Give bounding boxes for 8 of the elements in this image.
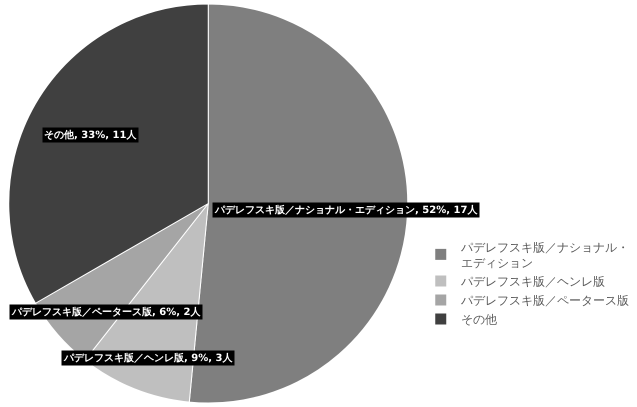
data-label: その他, 33%, 11人 (44, 129, 138, 141)
legend-label: パデレフスキ版／ナショナル・エディション (460, 240, 629, 270)
legend-label: その他 (460, 312, 497, 327)
data-label: パデレフスキ版／ペータース版, 6%, 2人 (11, 306, 202, 318)
data-label: パデレフスキ版／ナショナル・エディション, 52%, 17人 (214, 204, 478, 216)
data-label: パデレフスキ版／ヘンレ版, 9%, 3人 (63, 352, 234, 364)
legend-label: パデレフスキ版／ペータース版 (460, 294, 629, 308)
legend-label: パデレフスキ版／ヘンレ版 (460, 274, 605, 289)
